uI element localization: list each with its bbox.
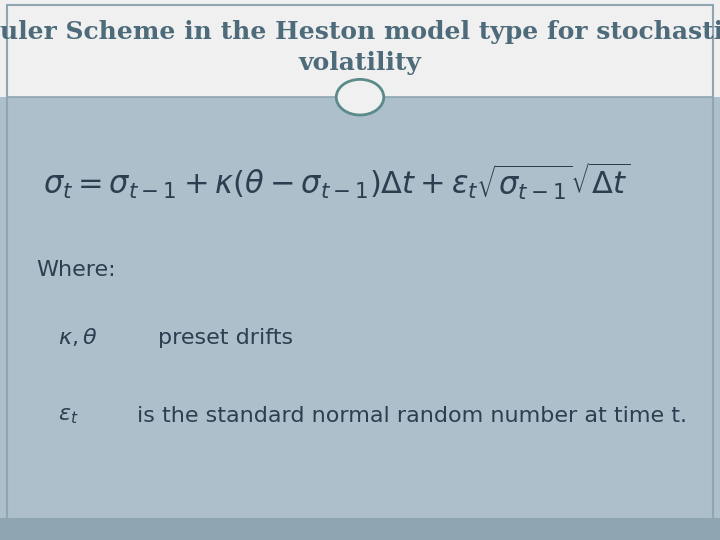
Circle shape — [336, 79, 384, 115]
Text: preset drifts: preset drifts — [158, 327, 294, 348]
FancyBboxPatch shape — [0, 518, 720, 540]
Text: Euler Scheme in the Heston model type for stochastic
volatility: Euler Scheme in the Heston model type fo… — [0, 20, 720, 75]
Text: $\varepsilon_t$: $\varepsilon_t$ — [58, 406, 78, 426]
Text: is the standard normal random number at time t.: is the standard normal random number at … — [137, 406, 687, 426]
Text: Where:: Where: — [36, 260, 116, 280]
FancyBboxPatch shape — [0, 97, 720, 518]
Text: $\sigma_t = \sigma_{t-1} + \kappa(\theta - \sigma_{t-1})\Delta t + \varepsilon_t: $\sigma_t = \sigma_{t-1} + \kappa(\theta… — [43, 160, 631, 201]
FancyBboxPatch shape — [0, 0, 720, 97]
Text: $\kappa, \theta$: $\kappa, \theta$ — [58, 327, 97, 348]
